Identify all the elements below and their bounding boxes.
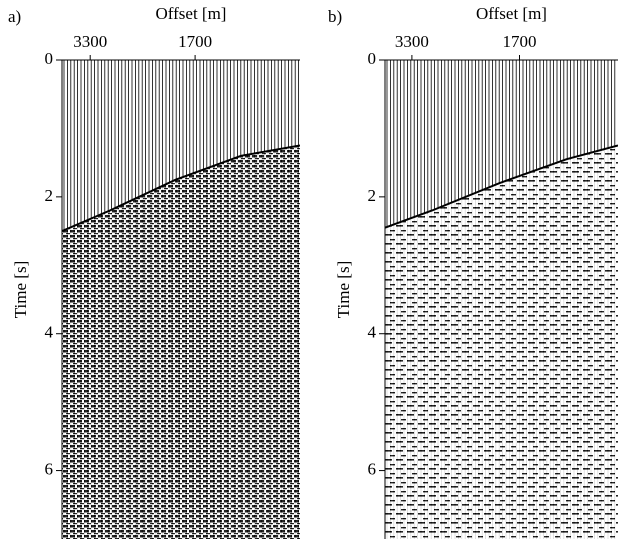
y-tick-label: 6	[45, 459, 54, 478]
x-tick-label: 3300	[73, 32, 107, 51]
y-tick-label: 0	[368, 49, 377, 68]
panel: 0 2 4 6 3300 1700 Offset [m] Time [s] a)	[8, 4, 300, 539]
y-axis-label: Time [s]	[11, 261, 30, 318]
y-tick-label: 6	[368, 459, 377, 478]
y-tick-label: 0	[45, 49, 54, 68]
y-tick-label: 2	[45, 186, 54, 205]
x-tick-label: 3300	[395, 32, 429, 51]
y-tick-label: 2	[368, 186, 377, 205]
event-area	[62, 145, 300, 539]
x-axis-label: Offset [m]	[156, 4, 227, 23]
y-tick-label: 4	[368, 323, 377, 342]
panel-label: a)	[8, 7, 21, 26]
first-arrival	[62, 144, 300, 233]
panel: 0 2 4 6 3300 1700 Offset [m] Time [s] b)	[328, 4, 618, 539]
x-tick-label: 1700	[502, 32, 536, 51]
y-tick-label: 4	[45, 323, 54, 342]
event-area	[385, 145, 618, 539]
x-axis-label: Offset [m]	[476, 4, 547, 23]
first-arrival	[385, 144, 618, 229]
x-tick-label: 1700	[178, 32, 212, 51]
y-axis-label: Time [s]	[334, 261, 353, 318]
panel-label: b)	[328, 7, 342, 26]
